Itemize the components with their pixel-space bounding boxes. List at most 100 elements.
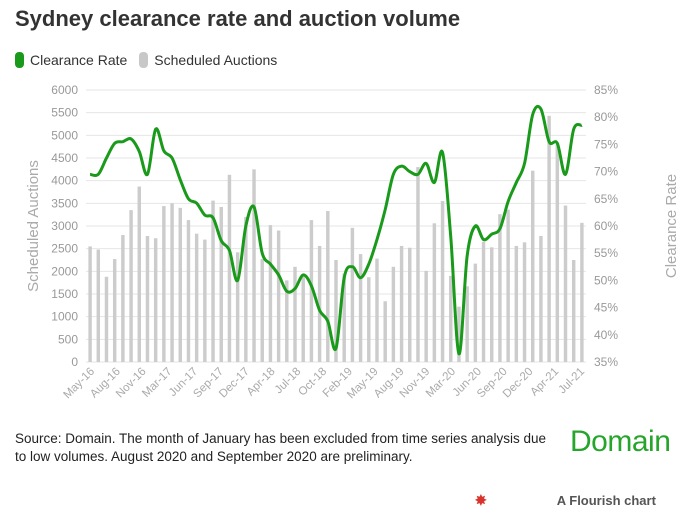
bar <box>481 241 486 362</box>
bar <box>186 220 191 362</box>
bar <box>211 200 215 362</box>
legend-label-scheduled-auctions: Scheduled Auctions <box>154 52 278 68</box>
bar <box>88 246 92 362</box>
bar <box>129 210 133 362</box>
y-left-tick-label: 3000 <box>51 219 78 233</box>
bar <box>465 286 469 362</box>
bar <box>285 280 289 362</box>
x-tick-label: Mar-20 <box>424 366 458 400</box>
bar <box>350 227 355 362</box>
bar <box>563 205 568 362</box>
y-right-tick-label: 65% <box>594 192 618 206</box>
brand-logo: Domain <box>570 425 671 458</box>
bar <box>571 260 576 362</box>
bar <box>367 277 371 362</box>
bar <box>358 254 363 362</box>
bar <box>432 223 437 362</box>
bar <box>178 207 182 362</box>
bar <box>268 225 273 362</box>
bar <box>424 270 428 362</box>
y-left-tick-label: 2000 <box>51 264 78 278</box>
bar <box>522 242 527 362</box>
bar <box>383 301 387 362</box>
y-left-tick-label: 4500 <box>51 151 78 165</box>
legend-item-scheduled-auctions[interactable]: Scheduled Auctions <box>139 52 277 68</box>
y-left-tick-label: 5500 <box>51 106 78 120</box>
bar <box>137 186 141 362</box>
y-left-tick-label: 2500 <box>51 242 78 256</box>
bar <box>96 249 101 362</box>
bar <box>449 275 453 362</box>
bar <box>203 239 207 362</box>
y-right-tick-label: 40% <box>594 328 618 342</box>
y-right-tick-label: 60% <box>594 219 618 233</box>
bar <box>473 263 478 362</box>
bar <box>162 206 166 362</box>
legend: Clearance Rate Scheduled Auctions <box>15 52 277 68</box>
legend-swatch-scheduled-auctions <box>139 52 149 68</box>
y-left-tick-label: 1500 <box>51 287 78 301</box>
x-tick-label: Apr-21 <box>528 366 561 399</box>
y-right-tick-label: 70% <box>594 165 618 179</box>
bar <box>121 235 125 362</box>
x-tick-label: Apr-18 <box>245 366 278 399</box>
y-left-tick-label: 6000 <box>51 83 78 97</box>
bar <box>375 258 379 362</box>
bar <box>145 235 150 362</box>
chart-title: Sydney clearance rate and auction volume <box>15 6 461 31</box>
y-left-tick-label: 0 <box>71 355 78 369</box>
bar <box>555 144 560 362</box>
y-right-tick-label: 85% <box>594 83 618 97</box>
flourish-credit-label: A Flourish chart <box>556 493 656 508</box>
y-left-axis-title: Scheduled Auctions <box>25 160 42 292</box>
bar <box>490 247 494 362</box>
bar <box>260 259 264 362</box>
legend-swatch-clearance-rate <box>15 52 24 68</box>
bar <box>112 259 117 362</box>
bar <box>317 245 322 362</box>
clearance-rate-line <box>89 104 583 356</box>
y-right-axis-title: Clearance Rate <box>663 174 680 278</box>
bar <box>440 201 445 362</box>
bar <box>309 220 314 362</box>
legend-item-clearance-rate[interactable]: Clearance Rate <box>15 52 127 68</box>
y-right-tick-label: 80% <box>594 110 618 124</box>
flourish-star-icon: ✸ <box>475 492 487 508</box>
y-right-tick-label: 55% <box>594 246 618 260</box>
bar <box>252 169 256 362</box>
y-right-tick-label: 75% <box>594 137 618 151</box>
bar <box>104 276 109 362</box>
bar <box>342 273 346 362</box>
chart-canvas: 0 500 1000 1500 2000 2500 3000 3500 4000 4500 5000… <box>25 83 680 401</box>
bar <box>457 306 461 362</box>
flourish-credit[interactable]: ✸ A Flourish chart <box>475 492 656 509</box>
bar <box>539 235 543 362</box>
x-tick-label: Jul-21 <box>556 366 587 397</box>
y-left-tick-label: 1000 <box>51 310 78 324</box>
source-note: Source: Domain. The month of January has… <box>15 431 547 464</box>
bar <box>498 214 502 362</box>
bar <box>391 266 396 362</box>
bar <box>293 266 297 362</box>
bar <box>153 238 158 362</box>
y-left-tick-label: 4000 <box>51 174 78 188</box>
bar <box>244 216 248 362</box>
bar <box>408 247 412 362</box>
bar <box>334 260 338 362</box>
legend-label-clearance-rate: Clearance Rate <box>30 52 128 68</box>
bar <box>547 115 551 362</box>
bar <box>326 211 330 362</box>
bar <box>194 233 199 362</box>
bar <box>276 230 281 362</box>
bar <box>416 167 420 362</box>
bar <box>235 252 240 362</box>
bar <box>301 275 305 362</box>
bar <box>514 245 519 362</box>
x-tick-label: Mar-17 <box>140 366 174 400</box>
bar <box>580 222 584 362</box>
bar <box>531 170 535 362</box>
bar <box>506 209 510 362</box>
y-left-tick-label: 3500 <box>51 196 78 210</box>
y-left-tick-label: 500 <box>58 332 78 346</box>
y-right-tick-label: 50% <box>594 273 618 287</box>
